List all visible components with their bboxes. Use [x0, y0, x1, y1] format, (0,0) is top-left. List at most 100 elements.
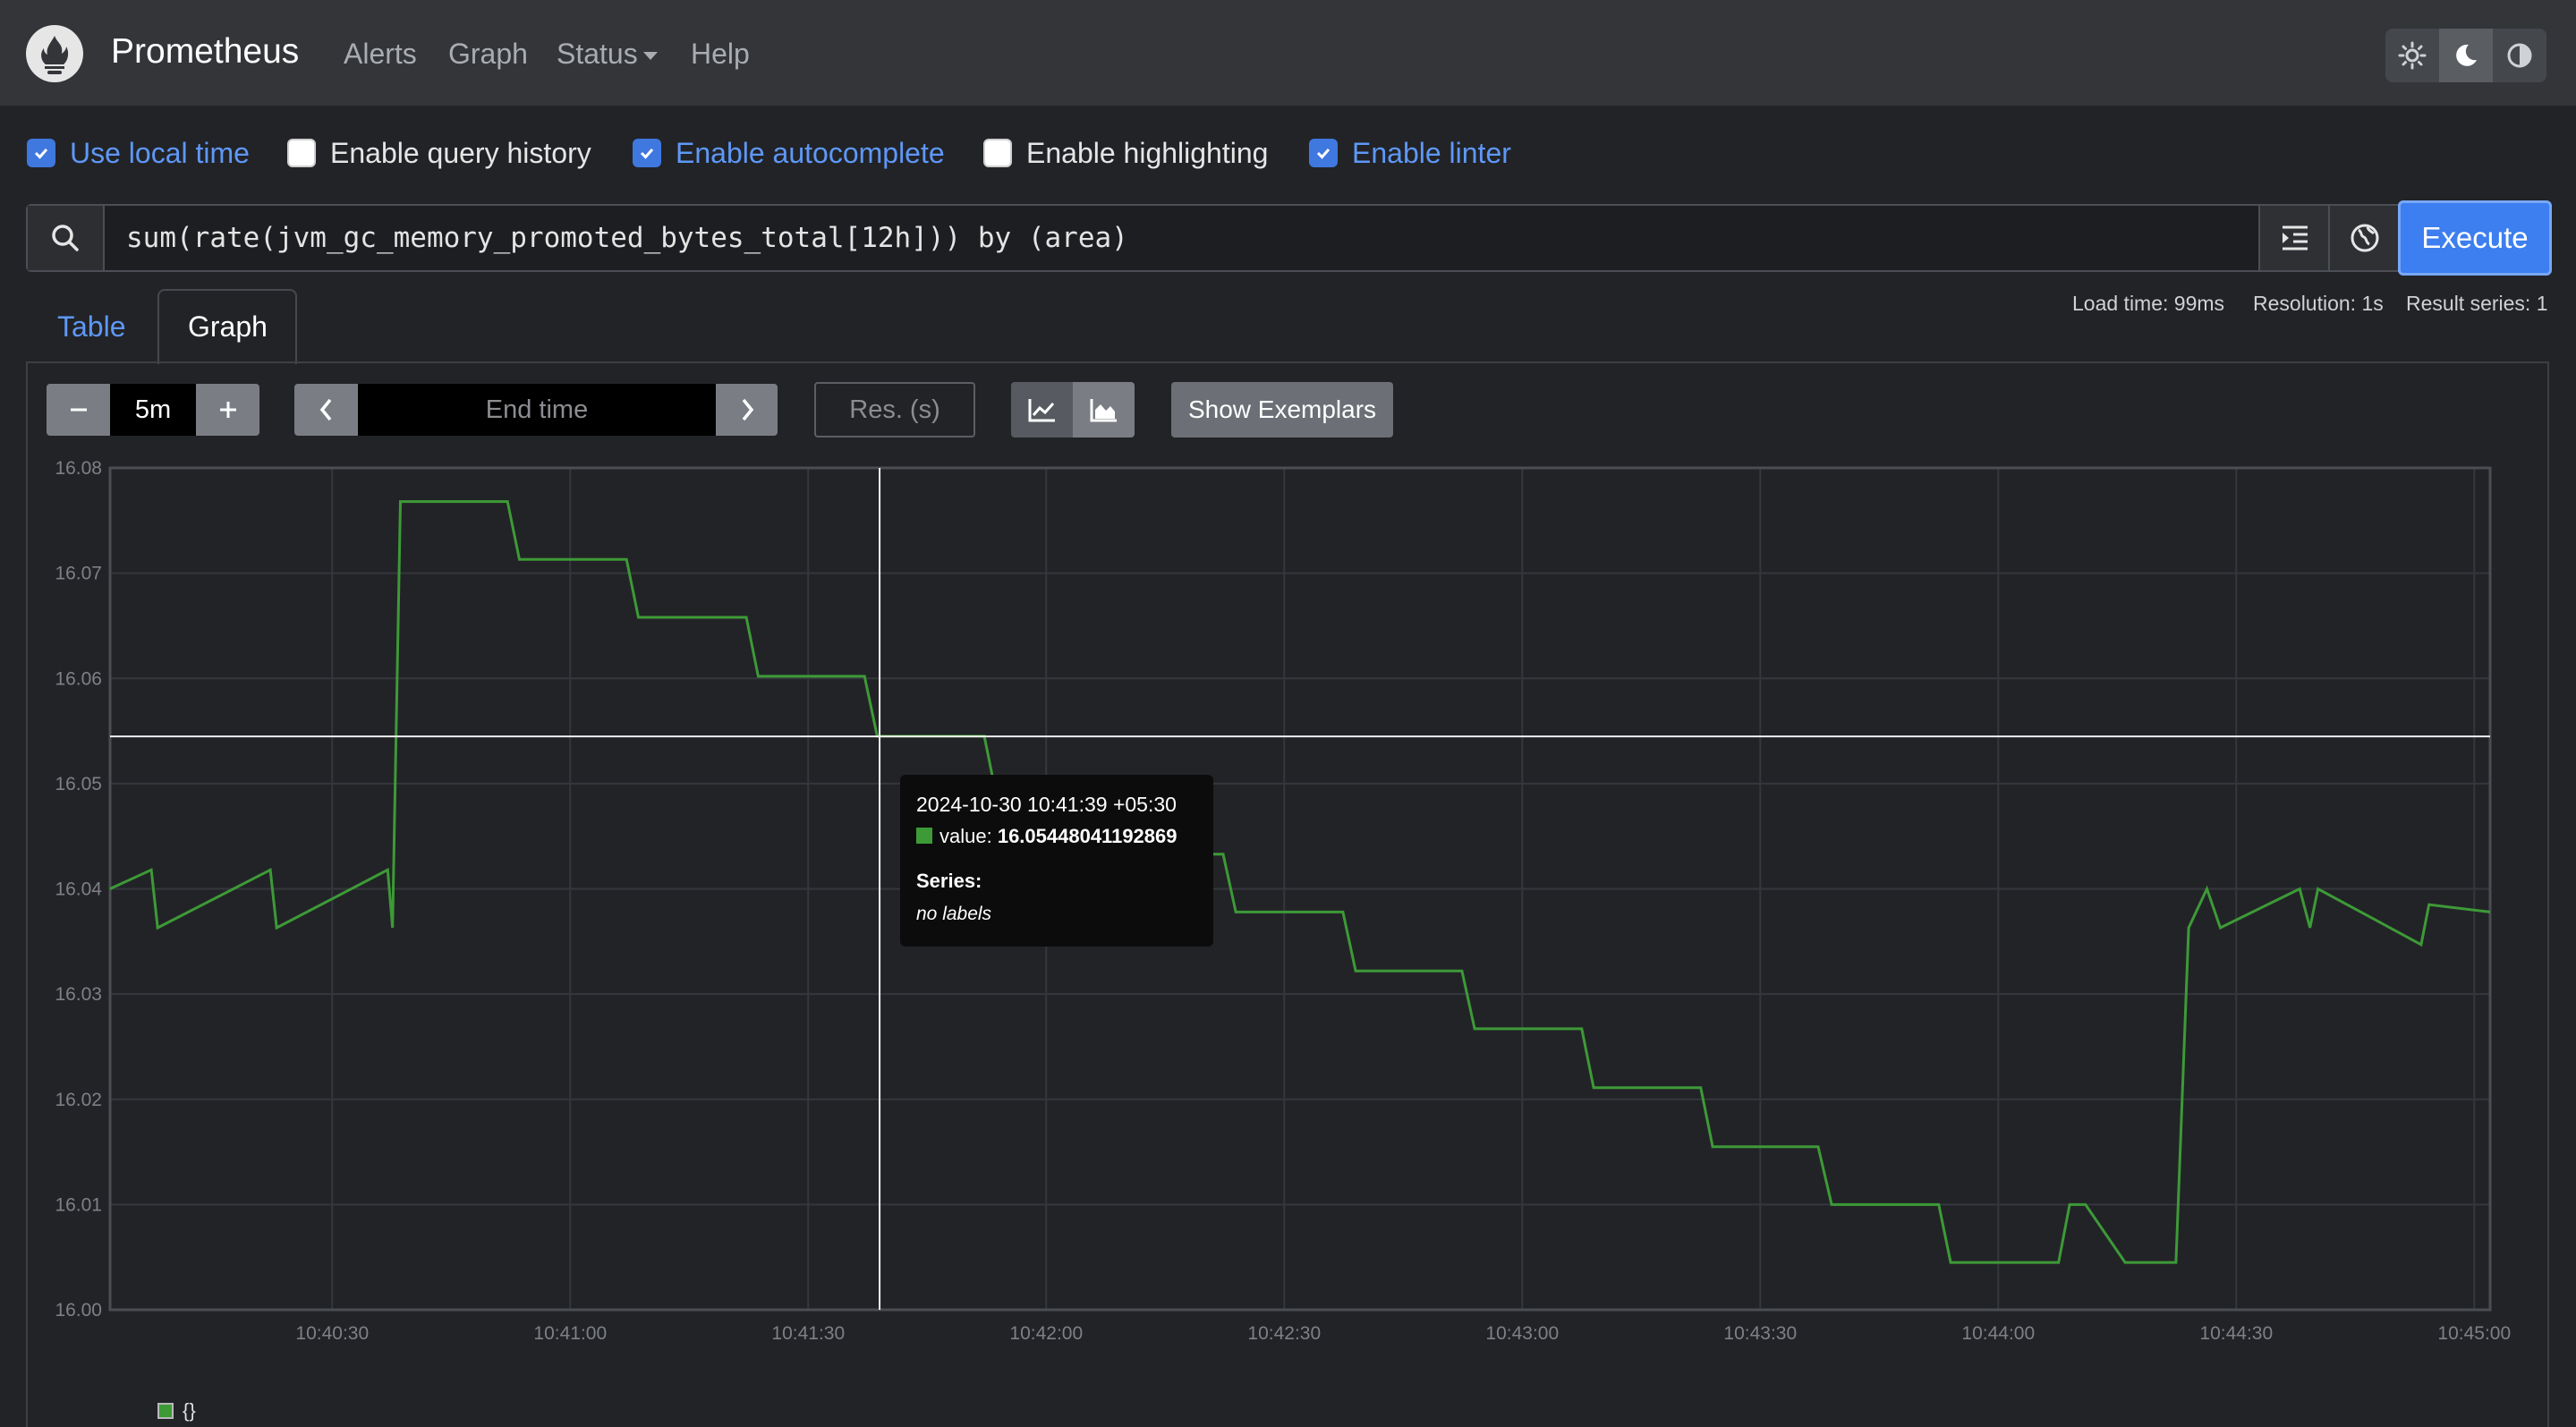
x-axis-labels: 10:40:30 10:41:00 10:41:30 10:42:00 10:42:30…: [295, 1323, 2511, 1344]
checkmark-icon: [1316, 149, 1331, 159]
y-tick-label: 16.04: [55, 879, 102, 900]
search-icon: [52, 225, 79, 251]
tooltip-value-label: value:: [939, 825, 998, 847]
checkbox-checked[interactable]: [633, 139, 661, 167]
increase-range-button[interactable]: [196, 384, 259, 436]
range-input[interactable]: 5m: [110, 384, 196, 436]
nav-status-label: Status: [557, 38, 638, 70]
line-chart-button[interactable]: [1011, 382, 1073, 437]
y-tick-label: 16.05: [55, 774, 102, 794]
chevron-down-icon: [642, 52, 658, 61]
prometheus-logo-icon[interactable]: [26, 25, 83, 82]
decrease-range-button[interactable]: [47, 384, 110, 436]
show-exemplars-button[interactable]: Show Exemplars: [1171, 382, 1393, 437]
tab-graph[interactable]: Graph: [188, 310, 268, 343]
x-tick-label: 10:44:30: [2199, 1323, 2273, 1344]
result-series-stat: Result series: 1: [2406, 292, 2548, 315]
end-time-input[interactable]: End time: [358, 384, 716, 436]
navbar: Prometheus Alerts Graph Status Help: [0, 0, 2576, 106]
query-input[interactable]: sum(rate(jvm_gc_memory_promoted_bytes_to…: [126, 222, 1128, 254]
x-tick-label: 10:44:00: [1961, 1323, 2035, 1344]
option-label: Enable autocomplete: [676, 136, 945, 169]
previous-time-button[interactable]: [294, 384, 358, 436]
tab-graph-frame: [157, 289, 297, 364]
chevron-left-icon: [319, 398, 331, 421]
sun-icon: [2398, 41, 2427, 70]
resolution-stat: Resolution: 1s: [2253, 292, 2384, 315]
option-enable-autocomplete[interactable]: Enable autocomplete: [633, 135, 945, 171]
legend-swatch: [157, 1403, 174, 1419]
tooltip-value-row: value: 16.05448041192869: [916, 825, 1177, 848]
y-tick-label: 16.03: [55, 984, 102, 1005]
checkbox-unchecked[interactable]: [287, 139, 316, 167]
x-tick-label: 10:45:00: [2437, 1323, 2511, 1344]
y-tick-label: 16.01: [55, 1194, 102, 1215]
theme-switcher: [2385, 29, 2546, 82]
metrics-explorer-button[interactable]: [2328, 206, 2400, 270]
query-bar: sum(rate(jvm_gc_memory_promoted_bytes_to…: [26, 204, 2549, 272]
y-tick-label: 16.02: [55, 1090, 102, 1110]
tabs-divider: [26, 361, 2549, 363]
chart-grid: [110, 467, 2490, 1311]
tooltip-timestamp: 2024-10-30 10:41:39 +05:30: [916, 793, 1177, 816]
nav-alerts[interactable]: Alerts: [344, 38, 417, 70]
series-line: [109, 500, 2491, 1264]
light-theme-button[interactable]: [2385, 29, 2439, 82]
x-tick-label: 10:43:00: [1485, 1323, 1559, 1344]
series-color-swatch: [916, 828, 932, 844]
search-icon-box: [28, 206, 105, 270]
x-tick-label: 10:41:00: [533, 1323, 607, 1344]
checkbox-unchecked[interactable]: [983, 139, 1012, 167]
option-label: Enable linter: [1352, 136, 1511, 169]
x-tick-label: 10:42:30: [1247, 1323, 1321, 1344]
chart-tooltip: 2024-10-30 10:41:39 +05:30 value: 16.054…: [900, 775, 1213, 947]
x-tick-label: 10:40:30: [295, 1323, 369, 1344]
option-use-local-time[interactable]: Use local time: [27, 135, 250, 171]
auto-theme-button[interactable]: [2493, 29, 2546, 82]
next-time-button[interactable]: [716, 384, 778, 436]
dark-theme-button[interactable]: [2439, 29, 2493, 82]
minus-icon: [70, 408, 87, 412]
option-enable-query-history[interactable]: Enable query history: [287, 135, 591, 171]
format-expression-button[interactable]: [2258, 206, 2330, 270]
y-tick-label: 16.00: [55, 1300, 102, 1321]
option-enable-linter[interactable]: Enable linter: [1309, 135, 1511, 171]
globe-icon: [2351, 224, 2379, 252]
resolution-input[interactable]: Res. (s): [814, 382, 975, 437]
graph-panel: [26, 362, 2549, 1427]
area-chart-icon: [1090, 399, 1117, 422]
tab-table[interactable]: Table: [57, 310, 126, 343]
option-label: Enable highlighting: [1026, 136, 1269, 169]
execute-button[interactable]: Execute: [2398, 200, 2552, 276]
tooltip-series-heading: Series:: [916, 870, 982, 892]
brand-title[interactable]: Prometheus: [111, 32, 300, 71]
line-chart-icon: [1028, 399, 1055, 422]
x-tick-label: 10:43:30: [1723, 1323, 1797, 1344]
tooltip-labels: no labels: [916, 904, 992, 924]
chart-legend[interactable]: {}: [157, 1398, 196, 1423]
moon-icon: [2456, 44, 2477, 66]
stacked-chart-button[interactable]: [1073, 382, 1135, 437]
option-enable-highlighting[interactable]: Enable highlighting: [983, 135, 1268, 171]
indent-icon: [2283, 225, 2308, 251]
x-tick-label: 10:41:30: [771, 1323, 845, 1344]
x-tick-label: 10:42:00: [1009, 1323, 1083, 1344]
contrast-icon: [2507, 43, 2532, 68]
y-tick-label: 16.07: [55, 564, 102, 584]
nav-help[interactable]: Help: [691, 38, 750, 70]
plus-icon: [219, 402, 236, 418]
y-axis-labels: 16.00 16.01 16.02 16.03 16.04 16.05 16.06 16.07…: [55, 458, 102, 1321]
tooltip-value: 16.05448041192869: [997, 825, 1177, 847]
checkmark-icon: [34, 149, 48, 159]
nav-status-dropdown[interactable]: Status: [557, 38, 658, 71]
nav-graph[interactable]: Graph: [448, 38, 528, 70]
y-tick-label: 16.08: [55, 458, 102, 479]
option-label: Enable query history: [330, 136, 591, 169]
checkbox-checked[interactable]: [1309, 139, 1338, 167]
option-label: Use local time: [70, 136, 250, 169]
chevron-right-icon: [742, 398, 753, 421]
checkbox-checked[interactable]: [27, 139, 55, 167]
legend-label: {}: [183, 1399, 196, 1422]
load-time: Load time: 99ms: [2072, 292, 2225, 315]
